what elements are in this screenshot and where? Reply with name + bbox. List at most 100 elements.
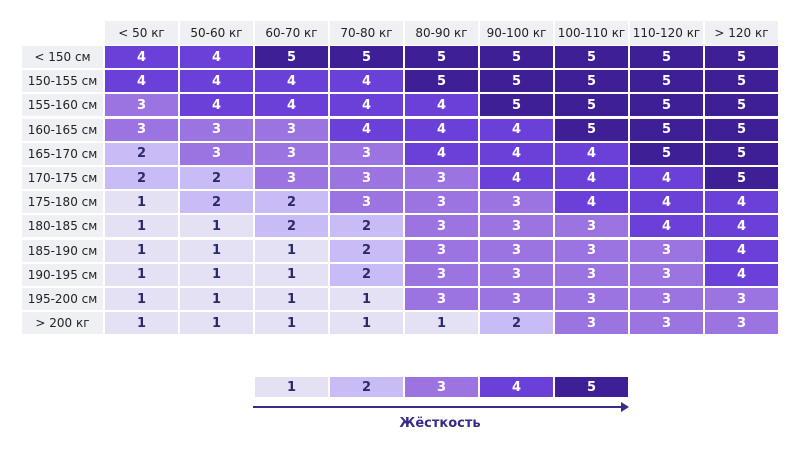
cell: 4 [180, 46, 253, 68]
cell: 3 [180, 118, 253, 141]
cell: 2 [480, 312, 553, 335]
cell: 2 [255, 215, 328, 238]
cell: 1 [105, 288, 178, 310]
cell: 4 [330, 118, 403, 141]
cell: 3 [405, 239, 478, 262]
row-header: 190-195 см [22, 263, 103, 286]
cell: 5 [555, 46, 628, 68]
cell: 1 [180, 239, 253, 262]
row-header: 175-180 см [22, 191, 103, 214]
cell: 3 [480, 263, 553, 286]
cell: 3 [555, 263, 628, 286]
legend-item: 1 [255, 377, 328, 397]
cell: 3 [405, 215, 478, 238]
cell: 4 [180, 94, 253, 117]
cell: 5 [480, 70, 553, 93]
cell: 2 [180, 191, 253, 214]
cell: 1 [255, 263, 328, 286]
legend-item: 5 [555, 377, 628, 397]
legend-item: 4 [480, 377, 553, 397]
legend-item: 3 [405, 377, 478, 397]
column-header: < 50 кг [105, 21, 178, 45]
cell: 1 [255, 239, 328, 262]
cell: 3 [630, 312, 703, 335]
row-header: > 200 кг [22, 312, 103, 335]
cell: 3 [255, 167, 328, 189]
cell: 3 [105, 94, 178, 117]
cell: 4 [705, 191, 778, 214]
cell: 5 [480, 46, 553, 68]
cell: 2 [105, 142, 178, 165]
column-header: 90-100 кг [480, 21, 553, 45]
cell: 4 [330, 70, 403, 93]
cell: 5 [255, 46, 328, 68]
row-header: 155-160 см [22, 94, 103, 117]
cell: 4 [555, 191, 628, 214]
cell: 4 [405, 142, 478, 165]
cell: 3 [555, 288, 628, 310]
cell: 3 [405, 191, 478, 214]
cell: 5 [405, 46, 478, 68]
cell: 4 [330, 94, 403, 117]
row-header: 170-175 см [22, 167, 103, 189]
cell: 4 [480, 118, 553, 141]
cell: 3 [480, 215, 553, 238]
cell: 3 [630, 288, 703, 310]
cell: 5 [705, 46, 778, 68]
cell: 1 [180, 312, 253, 335]
row-header: 180-185 см [22, 215, 103, 238]
cell: 1 [255, 312, 328, 335]
cell: 4 [105, 70, 178, 93]
column-header: 100-110 кг [555, 21, 628, 45]
row-header: < 150 см [22, 46, 103, 68]
column-header: 110-120 кг [630, 21, 703, 45]
cell: 3 [480, 191, 553, 214]
cell: 5 [705, 94, 778, 117]
cell: 5 [705, 118, 778, 141]
cell: 1 [105, 239, 178, 262]
cell: 4 [405, 94, 478, 117]
cell: 1 [180, 263, 253, 286]
cell: 4 [105, 46, 178, 68]
legend-item: 2 [330, 377, 403, 397]
cell: 4 [630, 191, 703, 214]
cell: 1 [180, 288, 253, 310]
cell: 1 [255, 288, 328, 310]
cell: 4 [180, 70, 253, 93]
cell: 3 [330, 191, 403, 214]
cell: 1 [180, 215, 253, 238]
cell: 2 [330, 215, 403, 238]
cell: 1 [330, 312, 403, 335]
cell: 3 [630, 263, 703, 286]
cell: 3 [180, 142, 253, 165]
row-header: 185-190 см [22, 239, 103, 262]
cell: 1 [405, 312, 478, 335]
row-header: 150-155 см [22, 70, 103, 93]
cell: 1 [105, 191, 178, 214]
cell: 3 [705, 288, 778, 310]
cell: 4 [255, 94, 328, 117]
cell: 1 [105, 263, 178, 286]
row-header: 165-170 см [22, 142, 103, 165]
cell: 3 [105, 118, 178, 141]
cell: 5 [705, 167, 778, 189]
cell: 5 [705, 142, 778, 165]
cell: 3 [405, 263, 478, 286]
cell: 5 [555, 70, 628, 93]
cell: 4 [255, 70, 328, 93]
cell: 4 [480, 167, 553, 189]
arrow [253, 406, 623, 408]
cell: 1 [105, 312, 178, 335]
cell: 5 [630, 46, 703, 68]
column-header: 70-80 кг [330, 21, 403, 45]
cell: 4 [630, 215, 703, 238]
cell: 2 [330, 239, 403, 262]
cell: 4 [630, 167, 703, 189]
cell: 2 [105, 167, 178, 189]
cell: 4 [405, 118, 478, 141]
cell: 5 [630, 70, 703, 93]
cell: 3 [405, 167, 478, 189]
cell: 3 [480, 239, 553, 262]
cell: 4 [705, 215, 778, 238]
